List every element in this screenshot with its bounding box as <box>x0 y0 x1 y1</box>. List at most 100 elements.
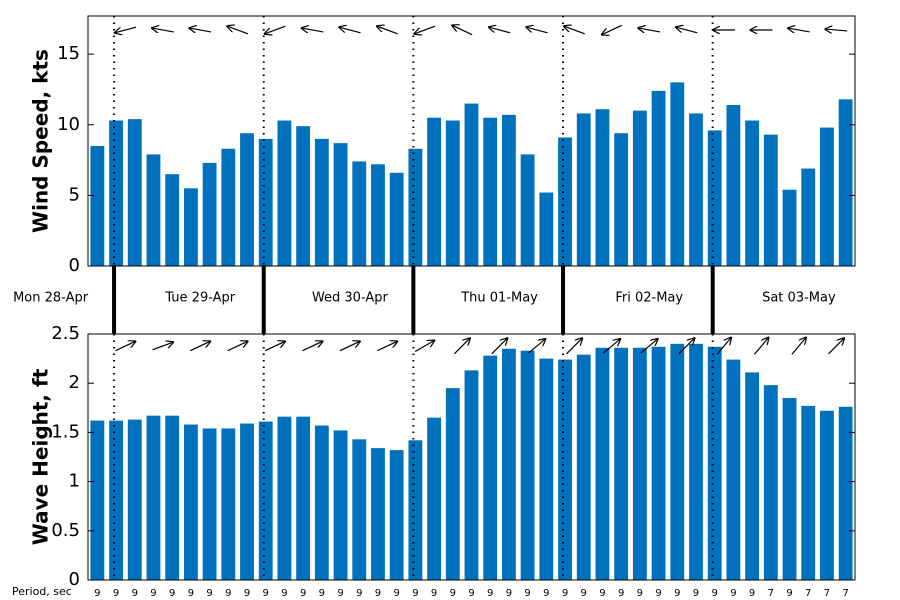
period-value: 7 <box>805 588 811 599</box>
period-value: 9 <box>356 588 362 599</box>
period-value: 9 <box>524 588 530 599</box>
bar <box>707 346 722 580</box>
period-value: 9 <box>375 588 381 599</box>
bar <box>127 119 142 266</box>
period-value: 9 <box>581 588 587 599</box>
bar <box>127 419 142 580</box>
period-value: 9 <box>244 588 250 599</box>
bar <box>614 133 629 266</box>
period-value: 9 <box>655 588 661 599</box>
bar <box>707 130 722 266</box>
bar <box>90 420 105 580</box>
bar <box>820 410 834 580</box>
day-label: Thu 01-May <box>460 291 538 306</box>
direction-arrow <box>152 342 173 351</box>
bar <box>595 109 610 266</box>
bar <box>595 347 610 580</box>
y-tick-label: 15 <box>57 43 80 64</box>
period-value: 9 <box>543 588 549 599</box>
direction-arrow <box>491 338 508 355</box>
bar <box>501 348 516 580</box>
bar <box>296 126 311 266</box>
direction-arrow <box>452 25 473 36</box>
period-value: 9 <box>506 588 512 599</box>
period-value: 9 <box>599 588 605 599</box>
period-value: 9 <box>412 588 418 599</box>
y-tick-label: 2.5 <box>51 323 80 344</box>
bar <box>333 430 348 580</box>
day-label: Wed 30-Apr <box>312 291 389 306</box>
direction-arrow <box>716 338 731 355</box>
period-value: 9 <box>94 588 100 599</box>
bar <box>427 117 442 266</box>
direction-arrow <box>152 28 174 32</box>
period-value: 7 <box>768 588 774 599</box>
bar <box>539 358 554 580</box>
bar <box>258 138 273 266</box>
y-axis-label: Wind Speed, kts <box>29 49 53 233</box>
bar <box>165 415 180 580</box>
direction-arrow <box>190 341 210 352</box>
bar <box>763 134 778 266</box>
direction-arrow <box>753 338 768 355</box>
bar <box>558 359 572 580</box>
period-value: 9 <box>393 588 399 599</box>
bar <box>314 138 329 266</box>
day-label: Tue 29-Apr <box>164 291 235 306</box>
bar <box>146 154 161 266</box>
bar <box>464 103 479 266</box>
bar <box>240 133 254 266</box>
direction-arrow <box>825 29 848 31</box>
direction-arrow <box>189 28 212 32</box>
bar <box>258 421 273 580</box>
bar <box>558 137 572 266</box>
bar <box>576 354 591 580</box>
bar <box>371 164 385 266</box>
period-value: 7 <box>842 588 848 599</box>
bar <box>838 406 853 580</box>
bar <box>371 448 385 580</box>
bar <box>501 114 516 266</box>
direction-arrow <box>791 338 806 355</box>
period-value: 9 <box>487 588 493 599</box>
bar <box>689 113 703 266</box>
bar <box>670 82 685 266</box>
bar <box>670 343 685 580</box>
period-value: 9 <box>281 588 287 599</box>
direction-arrow <box>339 27 361 34</box>
bar <box>408 148 423 266</box>
direction-arrow <box>526 27 548 34</box>
period-value: 9 <box>150 588 156 599</box>
bar <box>483 117 498 266</box>
direction-arrow <box>602 339 620 354</box>
period-value: 9 <box>132 588 138 599</box>
period-value: 9 <box>786 588 792 599</box>
period-label: Period, sec <box>12 585 72 598</box>
y-tick-label: 5 <box>69 184 80 205</box>
bar <box>820 127 834 266</box>
period-value: 9 <box>749 588 755 599</box>
bar <box>240 423 254 580</box>
bar <box>689 343 703 580</box>
bar <box>576 113 591 266</box>
period-value: 9 <box>431 588 437 599</box>
bar <box>445 388 460 580</box>
period-value: 9 <box>319 588 325 599</box>
direction-arrow <box>678 338 695 355</box>
bar <box>183 188 198 266</box>
bar <box>90 145 105 266</box>
direction-arrow <box>602 24 623 34</box>
direction-arrow <box>227 26 249 35</box>
bar <box>183 424 198 580</box>
bar <box>782 189 797 266</box>
y-tick-label: 2 <box>69 372 80 393</box>
period-value: 7 <box>824 588 830 599</box>
bar <box>427 417 442 580</box>
bar <box>333 143 348 266</box>
direction-arrow <box>264 341 285 352</box>
direction-arrow <box>638 28 661 32</box>
bar <box>801 168 816 266</box>
bar <box>745 372 760 580</box>
bar <box>445 120 460 266</box>
period-value: 9 <box>300 588 306 599</box>
